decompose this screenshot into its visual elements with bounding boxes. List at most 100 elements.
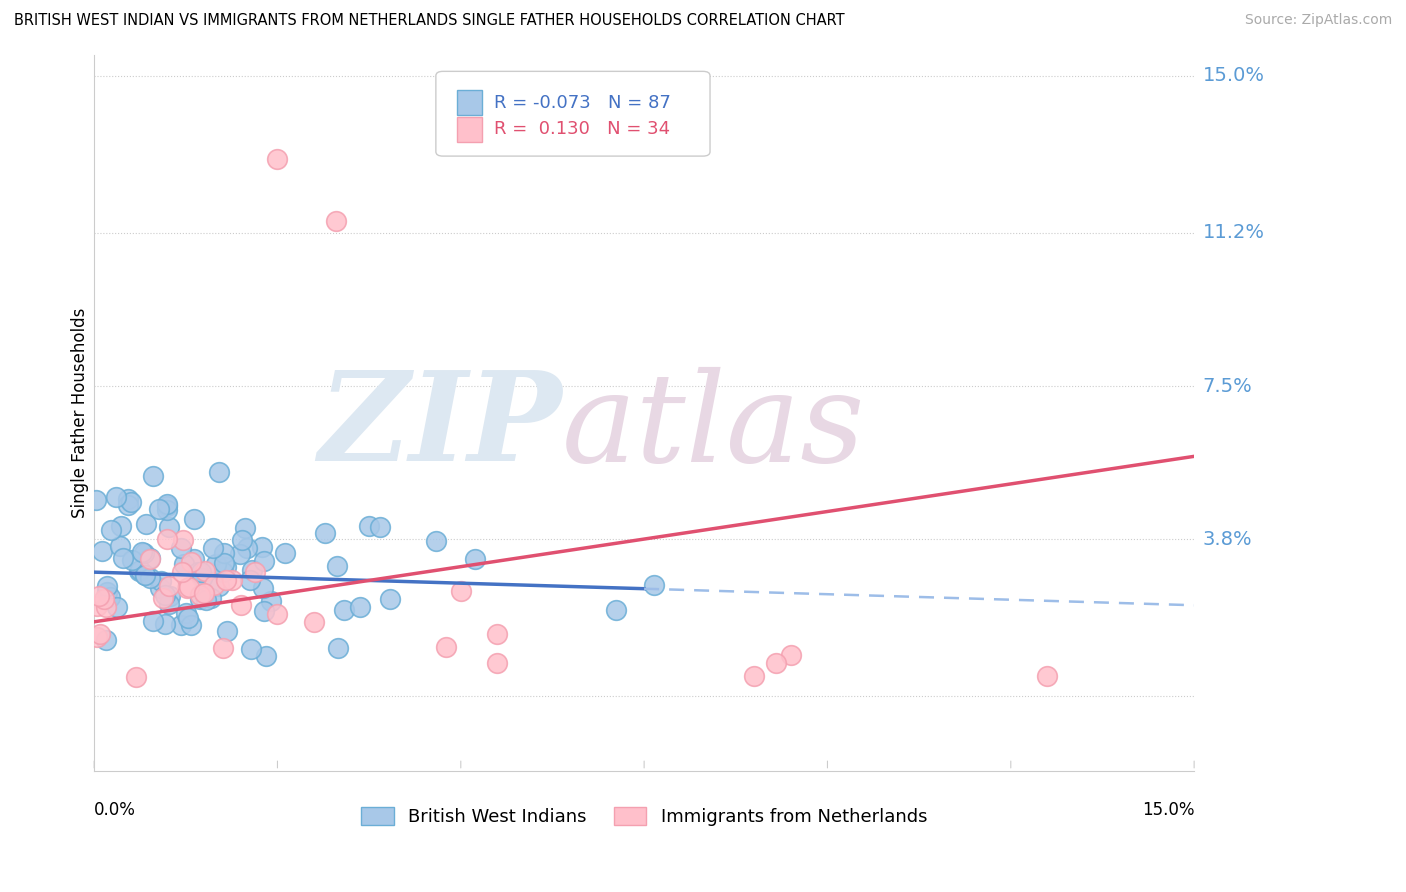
Point	[148, 502, 170, 516]
Point	[98, 590, 121, 604]
Point	[221, 573, 243, 587]
Y-axis label: Single Father Households: Single Father Households	[72, 308, 89, 518]
Point	[643, 578, 665, 592]
Point	[141, 614, 163, 628]
Point	[188, 591, 211, 606]
Point	[359, 519, 381, 533]
Point	[100, 523, 122, 537]
Text: BRITISH WEST INDIAN VS IMMIGRANTS FROM NETHERLANDS SINGLE FATHER HOUSEHOLDS CORR: BRITISH WEST INDIAN VS IMMIGRANTS FROM N…	[14, 13, 845, 29]
Point	[159, 589, 181, 603]
Text: 3.8%: 3.8%	[1202, 530, 1253, 549]
Point	[172, 533, 194, 548]
Point	[105, 600, 128, 615]
Point	[195, 592, 218, 607]
Text: R = -0.073   N = 87: R = -0.073 N = 87	[494, 94, 671, 112]
Point	[188, 588, 211, 602]
Text: atlas: atlas	[561, 367, 865, 488]
Point	[157, 579, 180, 593]
Point	[742, 668, 765, 682]
Text: 0.0%: 0.0%	[94, 801, 136, 819]
Point	[134, 567, 156, 582]
Point	[273, 546, 295, 560]
Point	[326, 641, 349, 656]
Point	[193, 586, 215, 600]
Point	[93, 591, 115, 606]
Point	[212, 566, 235, 580]
Point	[187, 565, 209, 579]
Point	[202, 541, 225, 555]
Point	[149, 582, 172, 596]
Point	[179, 580, 201, 594]
Point	[157, 598, 180, 612]
Point	[208, 579, 231, 593]
Point	[111, 550, 134, 565]
Point	[94, 600, 117, 615]
Point	[450, 584, 472, 599]
Text: 15.0%: 15.0%	[1202, 66, 1264, 86]
Point	[183, 512, 205, 526]
Point	[108, 540, 131, 554]
Point	[233, 521, 256, 535]
Point	[253, 604, 276, 618]
Point	[214, 556, 236, 570]
Point	[134, 568, 156, 582]
Point	[96, 579, 118, 593]
Point	[239, 573, 262, 587]
Point	[110, 518, 132, 533]
Point	[325, 213, 347, 227]
Point	[212, 640, 235, 655]
Point	[240, 563, 263, 577]
Point	[139, 551, 162, 566]
Point	[183, 552, 205, 566]
Point	[253, 554, 276, 568]
Point	[172, 565, 194, 579]
Point	[125, 670, 148, 684]
Point	[177, 610, 200, 624]
Point	[156, 532, 179, 546]
Point	[86, 599, 108, 614]
Point	[138, 571, 160, 585]
Point	[252, 581, 274, 595]
Point	[208, 465, 231, 479]
Point	[156, 499, 179, 513]
Point	[434, 640, 457, 654]
Text: 7.5%: 7.5%	[1202, 376, 1253, 395]
Point	[256, 649, 278, 664]
Point	[266, 152, 288, 166]
Text: R =  0.130   N = 34: R = 0.130 N = 34	[494, 120, 669, 138]
Point	[129, 564, 152, 578]
Point	[138, 550, 160, 565]
Point	[155, 588, 177, 602]
Legend: British West Indians, Immigrants from Netherlands: British West Indians, Immigrants from Ne…	[361, 806, 927, 826]
Point	[105, 491, 128, 505]
Point	[1036, 668, 1059, 682]
Point	[84, 493, 107, 508]
Point	[117, 492, 139, 507]
Point	[128, 565, 150, 579]
Point	[96, 584, 118, 599]
Point	[260, 594, 283, 608]
Point	[152, 591, 174, 606]
Point	[215, 559, 238, 574]
Point	[240, 642, 263, 657]
Text: Source: ZipAtlas.com: Source: ZipAtlas.com	[1244, 13, 1392, 28]
Point	[135, 516, 157, 531]
Point	[142, 469, 165, 483]
Point	[194, 564, 217, 578]
Point	[245, 565, 267, 579]
Point	[120, 495, 142, 509]
Point	[266, 607, 288, 621]
Point	[121, 553, 143, 567]
Point	[156, 503, 179, 517]
Point	[486, 627, 509, 641]
Point	[378, 591, 401, 606]
Point	[425, 533, 447, 548]
Text: ZIP: ZIP	[318, 367, 561, 488]
Point	[205, 557, 228, 571]
Point	[170, 618, 193, 632]
Point	[202, 578, 225, 592]
Point	[157, 520, 180, 534]
Point	[176, 581, 198, 595]
Point	[215, 624, 238, 638]
Point	[190, 571, 212, 585]
